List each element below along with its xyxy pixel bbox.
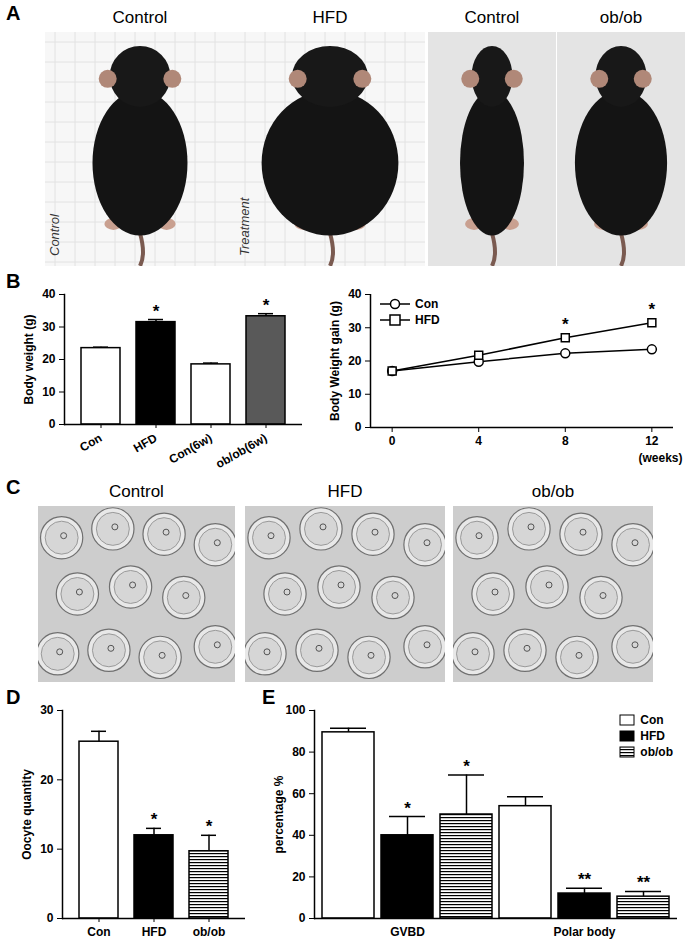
- svg-text:Con: Con: [77, 431, 104, 455]
- html-text:ob/ob: ob/ob: [599, 8, 643, 27]
- svg-text:*: *: [463, 757, 470, 776]
- svg-text:100: 100: [285, 703, 305, 717]
- svg-text:0: 0: [389, 434, 396, 448]
- svg-text:8: 8: [562, 434, 569, 448]
- svg-text:4: 4: [475, 434, 482, 448]
- html-text:Con: Con: [640, 713, 664, 727]
- svg-text:Body weight (g): Body weight (g): [22, 315, 36, 405]
- svg-text:*: *: [151, 810, 158, 829]
- svg-text:*: *: [153, 302, 160, 321]
- svg-text:10: 10: [42, 385, 56, 399]
- svg-text:80: 80: [292, 745, 306, 759]
- svg-text:10: 10: [348, 387, 362, 401]
- svg-text:0: 0: [49, 417, 56, 431]
- html-text:Control: Control: [109, 482, 164, 501]
- svg-text:20: 20: [292, 870, 306, 884]
- svg-text:Oocyte quantity: Oocyte quantity: [20, 769, 34, 860]
- svg-text:**: **: [578, 870, 592, 889]
- html-text:D: D: [6, 686, 21, 708]
- html-text:ob/ob: ob/ob: [640, 745, 673, 759]
- html-text:E: E: [262, 686, 276, 708]
- html-text:Control: Control: [112, 8, 168, 27]
- html-text:HFD: HFD: [327, 482, 363, 501]
- html-text:HFD: HFD: [415, 313, 440, 327]
- svg-text:Con: Con: [87, 925, 110, 939]
- svg-text:Con(6w): Con(6w): [166, 431, 214, 467]
- svg-text:Polar body: Polar body: [553, 925, 615, 939]
- svg-text:(weeks): (weeks): [638, 451, 682, 465]
- html-text:B: B: [6, 270, 21, 292]
- svg-text:Treatment: Treatment: [237, 196, 252, 256]
- svg-text:Body Weight gain (g): Body Weight gain (g): [328, 301, 342, 421]
- svg-text:*: *: [206, 817, 213, 836]
- svg-text:ob/ob: ob/ob: [193, 925, 226, 939]
- svg-text:HFD: HFD: [131, 431, 160, 456]
- svg-text:0: 0: [355, 420, 362, 434]
- svg-text:40: 40: [348, 287, 362, 301]
- html-text:Con: Con: [415, 297, 439, 311]
- svg-text:30: 30: [40, 703, 54, 717]
- html-text:C: C: [6, 476, 21, 498]
- svg-text:20: 20: [348, 354, 362, 368]
- svg-text:**: **: [637, 873, 651, 892]
- svg-text:20: 20: [42, 352, 56, 366]
- svg-text:30: 30: [348, 321, 362, 335]
- html-text:Control: Control: [464, 8, 520, 27]
- svg-text:0: 0: [299, 911, 306, 925]
- svg-text:*: *: [263, 296, 270, 315]
- html-text:ob/ob: ob/ob: [531, 482, 575, 501]
- svg-text:*: *: [404, 799, 411, 818]
- svg-text:*: *: [649, 300, 656, 319]
- svg-text:percentage %: percentage %: [272, 775, 286, 853]
- svg-text:*: *: [562, 315, 569, 334]
- html-text:HFD: HFD: [640, 729, 665, 743]
- svg-text:40: 40: [42, 287, 56, 301]
- html-text:HFD: HFD: [312, 8, 348, 27]
- svg-text:12: 12: [645, 434, 659, 448]
- svg-text:HFD: HFD: [142, 925, 167, 939]
- svg-text:GVBD: GVBD: [390, 925, 425, 939]
- svg-text:0: 0: [47, 911, 54, 925]
- svg-text:30: 30: [42, 320, 56, 334]
- svg-text:40: 40: [292, 828, 306, 842]
- svg-text:60: 60: [292, 787, 306, 801]
- html-text:A: A: [6, 2, 21, 24]
- svg-text:20: 20: [40, 773, 54, 787]
- svg-text:10: 10: [40, 842, 54, 856]
- svg-text:ob/ob(6w): ob/ob(6w): [213, 431, 269, 471]
- svg-text:Control: Control: [47, 213, 62, 256]
